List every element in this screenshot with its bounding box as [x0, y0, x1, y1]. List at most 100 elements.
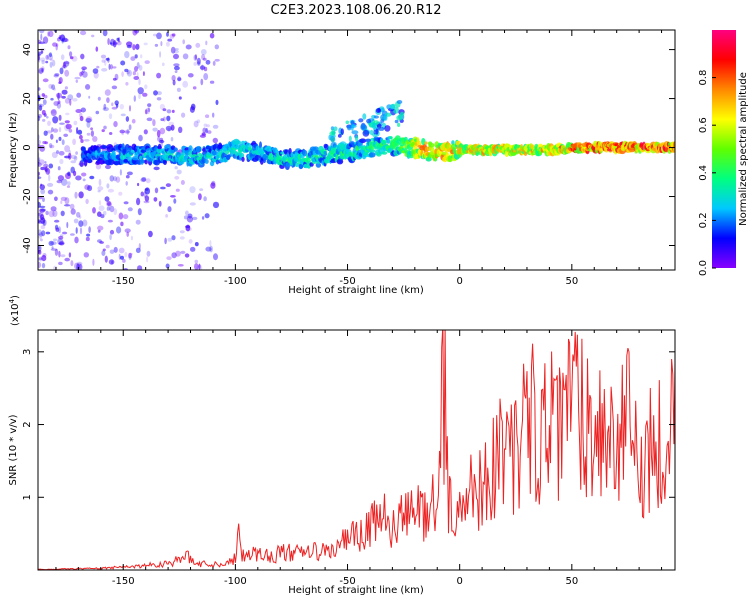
feature-blob [330, 141, 337, 148]
noise-blob [132, 30, 138, 36]
feature-blob [369, 129, 374, 136]
noise-blob [165, 183, 171, 188]
noise-blob [64, 120, 70, 124]
noise-blob [41, 230, 46, 237]
noise-blob [130, 235, 133, 241]
noise-blob [80, 53, 85, 60]
noise-blob [148, 230, 153, 238]
noise-blob [97, 190, 101, 193]
noise-blob [38, 196, 43, 200]
noise-blob [134, 54, 138, 59]
noise-blob [102, 30, 108, 37]
noise-blob [129, 105, 131, 112]
noise-blob [202, 57, 207, 61]
noise-blob [111, 85, 118, 90]
noise-blob [44, 141, 49, 145]
noise-blob [193, 61, 197, 66]
noise-blob [78, 162, 85, 166]
noise-blob [57, 175, 64, 181]
snr-y-scale-close: ) [10, 295, 21, 299]
noise-blob [193, 120, 199, 128]
noise-blob [189, 186, 196, 194]
noise-blob [44, 167, 47, 172]
noise-blob [61, 139, 65, 146]
noise-blob [135, 247, 141, 253]
noise-blob [146, 250, 151, 257]
noise-blob [51, 246, 54, 250]
noise-blob [90, 130, 94, 137]
noise-blob [85, 198, 89, 205]
y-tick-label: -20 [22, 188, 33, 204]
noise-blob [204, 213, 210, 219]
noise-blob [42, 99, 47, 105]
colorbar-tick-label: 0.8 [698, 70, 709, 86]
noise-blob [206, 124, 210, 128]
noise-blob [113, 121, 118, 128]
y-tick-label: 20 [22, 92, 33, 105]
noise-blob [38, 55, 41, 63]
noise-blob [74, 76, 81, 80]
noise-blob [189, 106, 195, 113]
noise-blob [209, 240, 212, 247]
noise-blob [56, 179, 63, 184]
noise-blob [49, 52, 52, 58]
noise-blob [38, 233, 43, 239]
noise-blob [40, 217, 46, 224]
noise-blob [172, 79, 176, 86]
noise-blob [109, 249, 115, 254]
noise-blob [164, 237, 167, 245]
noise-blob [101, 129, 105, 133]
noise-blob [165, 125, 172, 132]
noise-blob [209, 245, 213, 253]
noise-blob [40, 188, 46, 195]
noise-blob [201, 132, 206, 135]
noise-blob [48, 240, 54, 246]
noise-blob [109, 175, 115, 182]
noise-blob [39, 208, 46, 213]
noise-blob [184, 253, 190, 258]
spectrogram-marks [38, 30, 675, 270]
feature-blob [323, 143, 328, 149]
noise-blob [70, 154, 77, 160]
spectrogram-x-ticks: -150 -100 -50 0 50 [55, 30, 663, 287]
noise-blob [138, 134, 143, 142]
noise-blob [92, 258, 95, 266]
x-tick-label: 0 [456, 276, 462, 287]
noise-blob [45, 54, 49, 60]
noise-blob [128, 252, 133, 256]
noise-blob [55, 44, 58, 51]
noise-blob [38, 176, 42, 180]
noise-blob [200, 49, 207, 55]
ridge-blob [389, 136, 393, 140]
noise-blob [107, 219, 113, 223]
noise-blob [40, 50, 44, 54]
ridge-blob [101, 145, 108, 149]
noise-blob [138, 93, 141, 99]
feature-blob [354, 135, 359, 142]
noise-blob [61, 65, 67, 69]
noise-blob [52, 238, 58, 242]
ridge-blob [424, 141, 428, 145]
noise-blob [101, 59, 106, 63]
noise-blob [86, 132, 91, 136]
noise-blob [90, 127, 93, 131]
noise-blob [46, 116, 49, 119]
noise-blob [97, 211, 102, 217]
ridge-blob [215, 159, 220, 165]
noise-blob [38, 41, 46, 45]
noise-blob [138, 64, 143, 71]
noise-blob [104, 255, 108, 263]
noise-blob [62, 231, 68, 235]
noise-blob [62, 61, 66, 69]
noise-blob [52, 42, 58, 47]
noise-blob [41, 60, 45, 65]
feature-blob [330, 146, 337, 153]
noise-blob [144, 187, 151, 195]
noise-blob [126, 128, 130, 135]
noise-blob [181, 112, 186, 118]
noise-blob [38, 212, 44, 217]
snr-y-scale-base: (x10 [10, 303, 21, 326]
ridge-blob [121, 143, 125, 151]
noise-blob [64, 86, 68, 90]
noise-blob [183, 215, 188, 220]
